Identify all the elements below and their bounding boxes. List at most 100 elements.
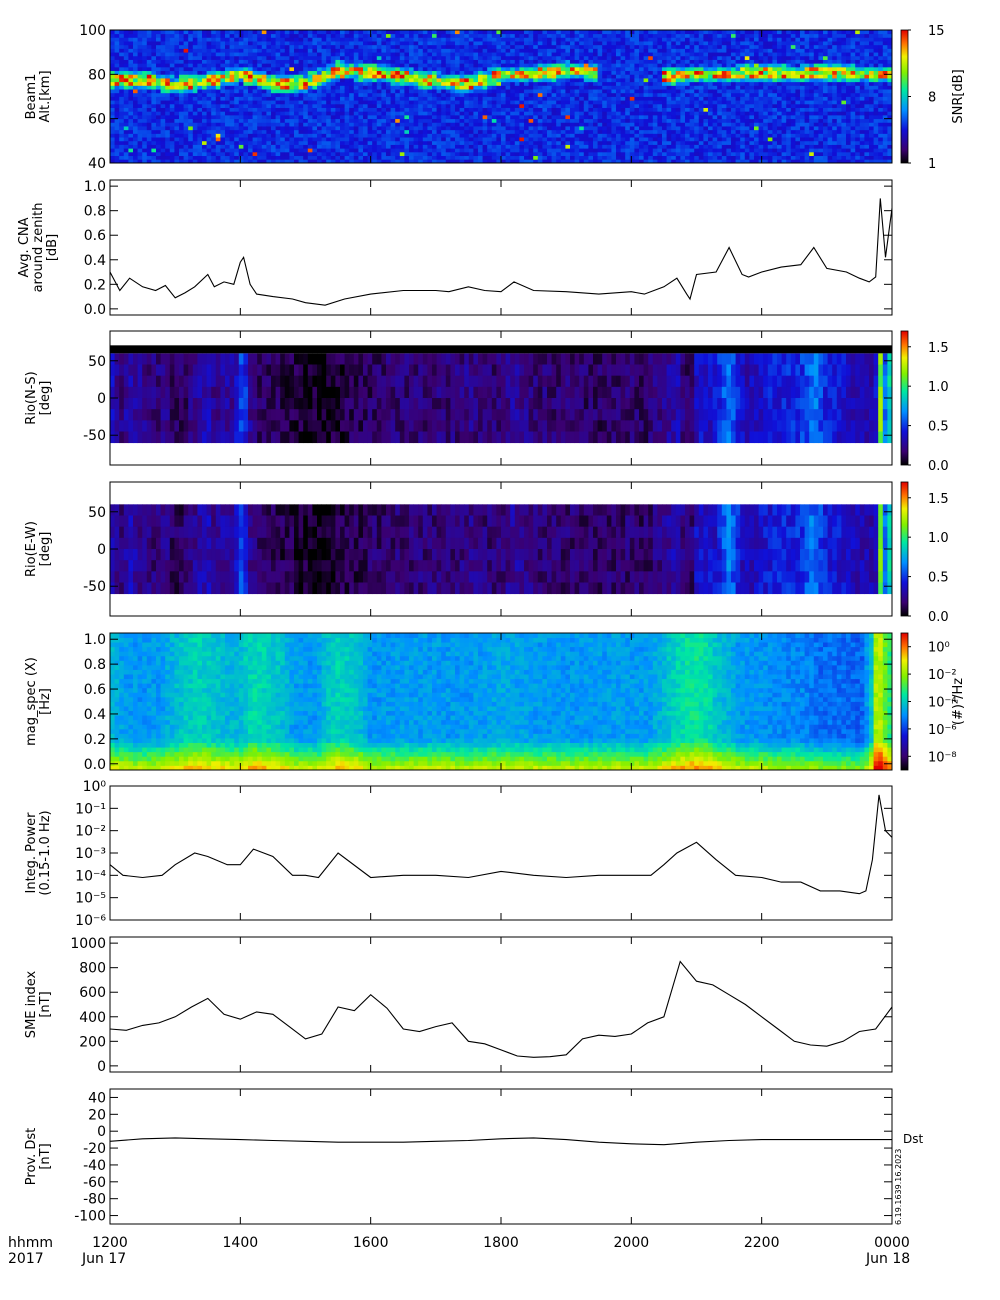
y-axis-title: Rio(N-S): [24, 371, 39, 424]
y-tick-label: 0.0: [84, 757, 106, 773]
colorbar-title: (#)²/Hz: [951, 678, 966, 725]
y-tick-label: -50: [83, 579, 106, 595]
y-tick-label: 0.4: [84, 253, 106, 269]
y-tick-label: 50: [88, 505, 106, 521]
x-tick-label: 1600: [353, 1235, 389, 1251]
y-tick-label: 0.2: [84, 732, 106, 748]
heatmap-cells: [110, 30, 893, 164]
y-tick-label: -40: [83, 1158, 106, 1174]
colorbar-tick-label: 1.0: [928, 531, 949, 546]
colorbar-tick-label: 8: [928, 91, 936, 106]
y-tick-label: 1000: [70, 936, 106, 952]
y-tick-label: 10⁻⁵: [75, 891, 106, 907]
y-tick-label: 50: [88, 354, 106, 370]
panel-7: 0 200 400 600 800 1000 SME index [nT]: [24, 936, 893, 1075]
y-axis-title: Integ. Power: [24, 812, 39, 894]
date-start: Jun 17: [81, 1251, 126, 1267]
heatmap-cells: [110, 504, 893, 595]
y-tick-label: 0.6: [84, 228, 106, 244]
y-axis-title: [deg]: [38, 381, 53, 416]
panel-1: 40 60 80 100 Beam1 Alt.[km] 1 8 15 SNR[dB]: [24, 23, 966, 172]
y-tick-label: 1.0: [84, 179, 106, 195]
panel-frame: [109, 785, 893, 921]
series-line: [109, 198, 893, 306]
y-tick-label: -60: [83, 1175, 106, 1191]
colorbar-tick-label: 1.5: [928, 341, 949, 356]
panel-frame: [109, 179, 893, 316]
y-axis-title: Prov. Dst: [24, 1128, 39, 1185]
colorbar-tick-label: 15: [928, 24, 945, 39]
panel-4: -50 0 50 Rio(E-W) [deg] 0.0 0.5 1.0 1.5: [24, 481, 949, 625]
y-tick-label: 10⁻¹: [75, 801, 106, 817]
y-tick-label: 10⁻⁶: [75, 913, 106, 929]
x-tick-label: 2200: [744, 1235, 780, 1251]
y-tick-label: 0.2: [84, 277, 106, 293]
y-tick-label: 40: [88, 1090, 106, 1106]
y-tick-label: 40: [88, 156, 106, 172]
series-line: [109, 794, 893, 895]
colorbar: 0.0 0.5 1.0 1.5: [900, 481, 949, 625]
colorbar-tick-label: 0.5: [928, 420, 949, 435]
y-tick-label: 0.8: [84, 204, 106, 220]
y-axis-title: [nT]: [38, 991, 53, 1017]
y-tick-label: 0: [97, 391, 106, 407]
y-tick-label: 10⁻³: [75, 846, 106, 862]
y-tick-label: 10⁻²: [75, 824, 106, 840]
colorbar-tick-label: 0.0: [928, 610, 949, 625]
colorbar-tick-label: 0.0: [928, 459, 949, 474]
panel-6: 10⁻⁶ 10⁻⁵ 10⁻⁴ 10⁻³ 10⁻² 10⁻¹ 10⁰ Integ. Power(…: [24, 779, 893, 929]
x-tick-label: 2000: [614, 1235, 650, 1251]
y-tick-label: 600: [79, 985, 106, 1001]
y-axis-title: around zenith: [31, 203, 46, 293]
y-tick-label: 0.6: [84, 682, 106, 698]
y-axis-title: Beam1: [24, 74, 39, 120]
y-axis-title: SME index: [24, 971, 39, 1039]
y-tick-label: -80: [83, 1192, 106, 1208]
x-tick-label: 1800: [483, 1235, 519, 1251]
y-axis-title: Alt.[km]: [38, 70, 53, 122]
y-tick-label: -50: [83, 428, 106, 444]
colorbar-tick-label: 10⁰: [928, 641, 950, 656]
colorbar-title: SNR[dB]: [951, 69, 966, 123]
y-axis-title: [dB]: [45, 234, 60, 261]
y-axis-title: mag_spec (X): [24, 657, 39, 746]
y-tick-label: 400: [79, 1010, 106, 1026]
y-axis-title: Avg. CNA: [17, 217, 32, 277]
y-tick-label: 20: [88, 1107, 106, 1123]
y-tick-label: 80: [88, 67, 106, 83]
y-tick-label: 10⁻⁴: [75, 868, 106, 884]
y-tick-label: 60: [88, 112, 106, 128]
colorbar-tick-label: 0.5: [928, 571, 949, 586]
y-tick-label: -100: [74, 1209, 106, 1225]
colorbar-tick-label: 1.0: [928, 380, 949, 395]
panel-3: -50 0 50 Rio(N-S) [deg] 0.0 0.5 1.0 1.5: [24, 330, 949, 474]
panel-frame: [109, 1088, 893, 1225]
heatmap-cells: [110, 345, 893, 444]
y-tick-label: -20: [83, 1141, 106, 1157]
y-tick-label: 0: [97, 1059, 106, 1075]
y-tick-label: 0.4: [84, 707, 106, 723]
y-axis-title: [deg]: [38, 532, 53, 567]
colorbar-tick-label: 1.5: [928, 492, 949, 507]
colorbar: 10⁻⁸ 10⁻⁶ 10⁻⁴ 10⁻² 10⁰ (#)²/Hz: [900, 632, 966, 771]
y-tick-label: 1.0: [84, 632, 106, 648]
y-tick-label: 0.0: [84, 302, 106, 318]
time-axis: hhmm 2017 Jun 17 Jun 18 1200 1400 1600 1800…: [8, 1235, 910, 1267]
y-tick-label: 0: [97, 1124, 106, 1140]
y-tick-label: 200: [79, 1034, 106, 1050]
colorbar: 0.0 0.5 1.0 1.5: [900, 330, 949, 474]
x-tick-label: 0000: [874, 1235, 910, 1251]
colorbar: 1 8 15 SNR[dB]: [900, 24, 966, 172]
y-tick-label: 0.8: [84, 657, 106, 673]
colorbar-tick-label: 10⁻⁶: [928, 723, 957, 738]
time-axis-label-top: hhmm: [8, 1235, 53, 1251]
dst-label: Dst: [903, 1132, 923, 1146]
y-axis-title: Rio(E-W): [24, 521, 39, 577]
y-tick-label: 0: [97, 542, 106, 558]
y-axis-title: [Hz]: [38, 688, 53, 715]
y-axis-title: [nT]: [38, 1143, 53, 1169]
y-tick-label: 100: [79, 23, 106, 39]
